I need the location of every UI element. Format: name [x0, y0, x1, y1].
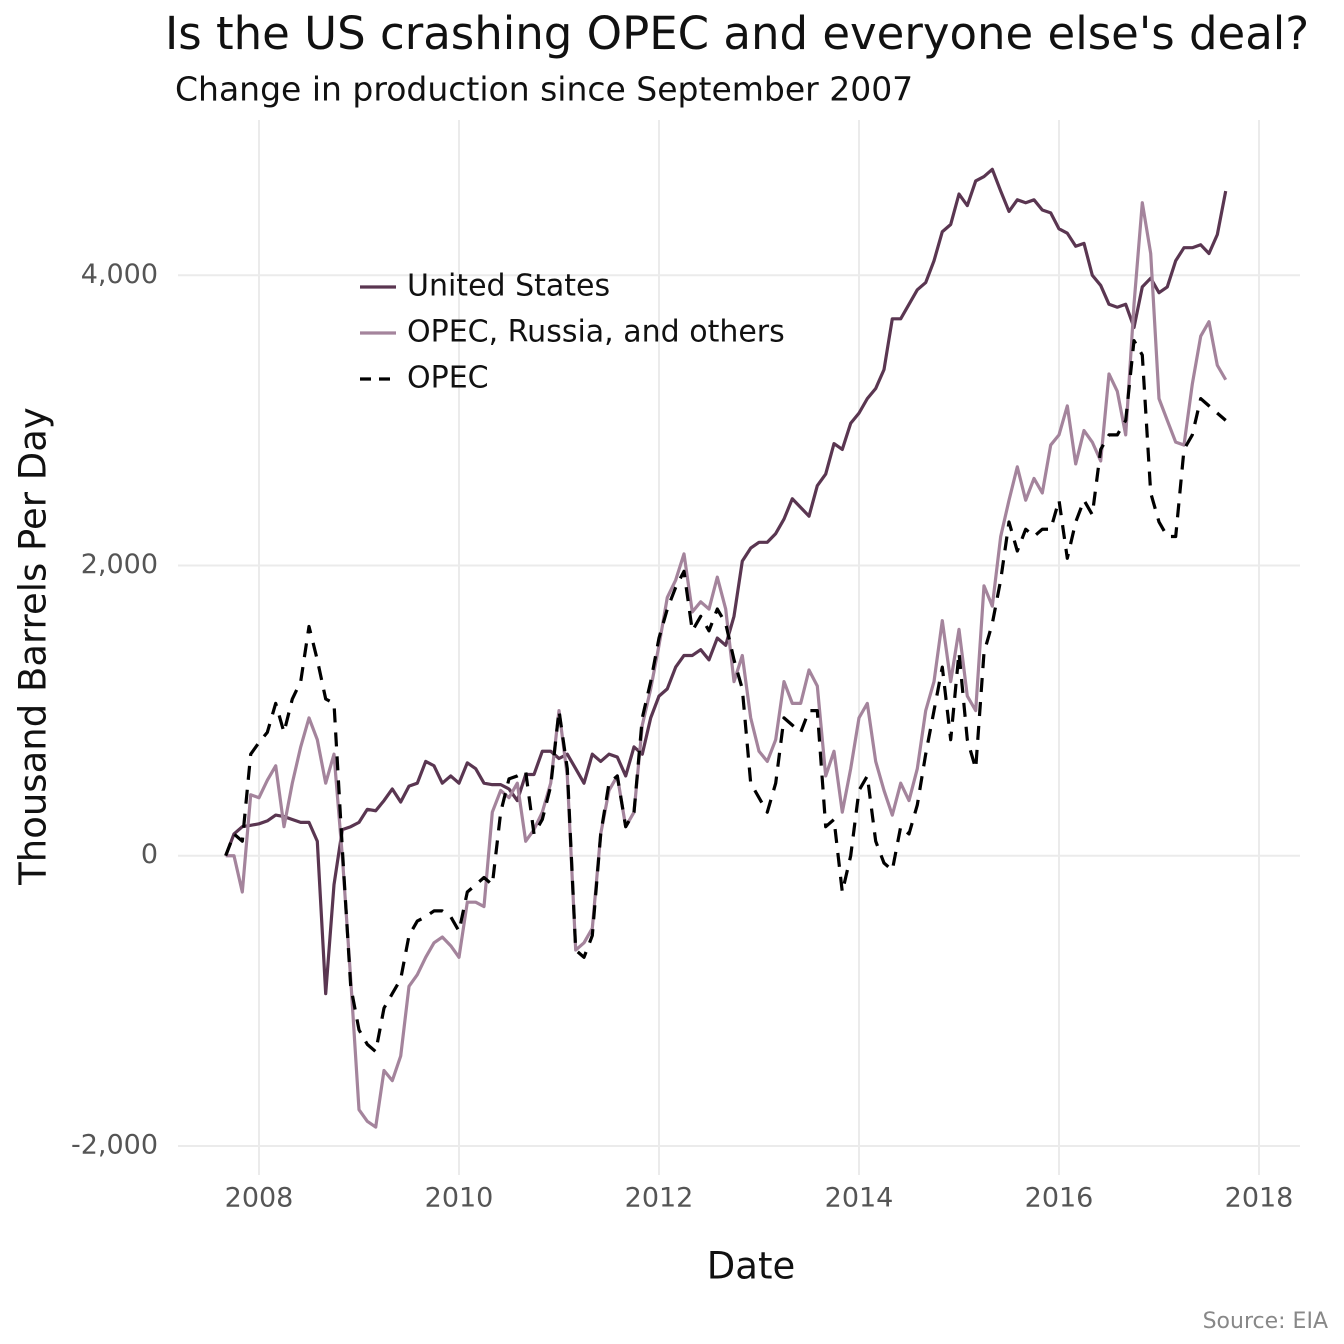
x-tick-label: 2012 — [625, 1183, 694, 1214]
legend: United States OPEC, Russia, and others OPE… — [360, 269, 785, 396]
x-tick-label: 2014 — [825, 1183, 894, 1214]
y-tick-label: -2,000 — [71, 1129, 158, 1160]
y-tick-label: 0 — [141, 839, 158, 870]
legend-label: OPEC — [407, 361, 489, 396]
series-line — [225, 201, 1228, 1129]
chart-title: Is the US crashing OPEC and everyone els… — [165, 7, 1309, 60]
x-axis-title: Date — [707, 1245, 795, 1288]
series-line — [224, 338, 1227, 1054]
x-tick-label: 2018 — [1225, 1183, 1294, 1214]
caption: Source: EIA — [1203, 1309, 1328, 1334]
y-tick-label: 4,000 — [81, 259, 158, 290]
series-line — [224, 167, 1228, 996]
y-tick-label: 2,000 — [81, 549, 158, 580]
x-tick-label: 2016 — [1025, 1183, 1094, 1214]
grid: -2,000 0 2,000 4,000 2008 2010 2012 2014 2016 201… — [71, 120, 1300, 1214]
legend-label: OPEC, Russia, and others — [407, 315, 785, 350]
x-tick-label: 2008 — [225, 1183, 294, 1214]
y-axis-title: Thousand Barrels Per Day — [12, 407, 55, 886]
x-tick-label: 2010 — [425, 1183, 494, 1214]
legend-label: United States — [407, 269, 610, 304]
chart-subtitle: Change in production since September 200… — [175, 70, 913, 109]
lines — [224, 167, 1228, 1129]
